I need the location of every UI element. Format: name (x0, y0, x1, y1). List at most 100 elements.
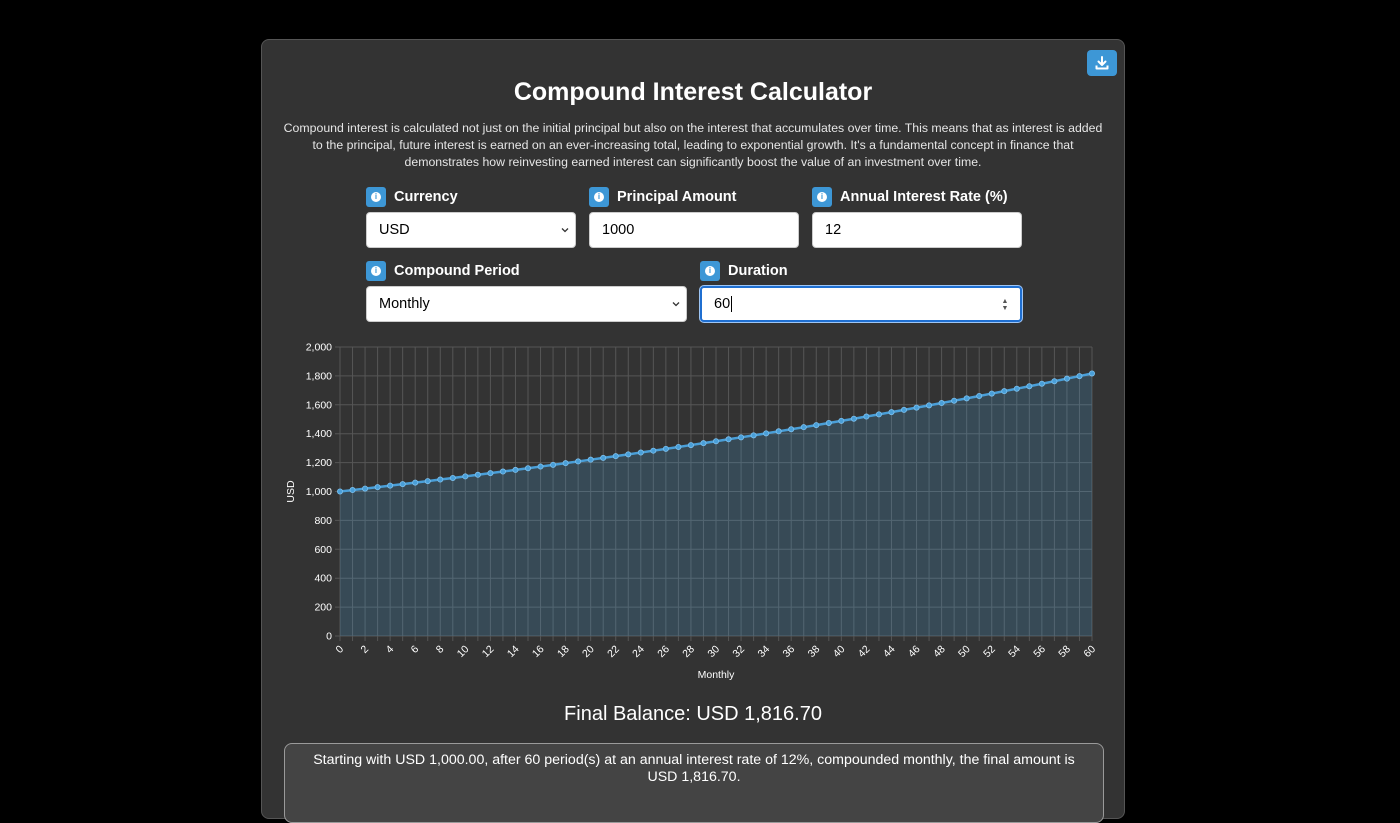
data-point (888, 409, 895, 416)
data-point (838, 417, 845, 424)
x-tick-label: 32 (730, 643, 747, 660)
data-point (412, 479, 419, 486)
y-tick-label: 1,200 (306, 457, 332, 469)
data-point (738, 434, 745, 441)
data-point (700, 440, 707, 447)
x-tick-label: 4 (384, 643, 397, 656)
data-point (1001, 388, 1008, 395)
data-point (462, 473, 469, 480)
summary-box: Starting with USD 1,000.00, after 60 per… (284, 743, 1104, 823)
data-point (976, 392, 983, 399)
data-point (637, 449, 644, 456)
final-balance: Final Balance: USD 1,816.70 (564, 703, 822, 725)
data-point (712, 438, 719, 445)
x-tick-label: 20 (580, 643, 597, 660)
download-icon (1095, 56, 1109, 70)
data-point (550, 461, 557, 468)
data-point (387, 482, 394, 489)
y-tick-label: 0 (326, 631, 332, 643)
data-point (813, 422, 820, 429)
principal-field: i Principal Amount 1000 (589, 187, 799, 248)
summary-text: Starting with USD 1,000.00, after 60 per… (313, 752, 1075, 785)
data-point (587, 456, 594, 463)
y-tick-label: 1,800 (306, 370, 332, 382)
spinner-down-icon[interactable]: ▼ (1001, 305, 1009, 312)
data-point (675, 443, 682, 450)
x-tick-label: 44 (881, 643, 898, 660)
x-tick-label: 54 (1006, 643, 1023, 660)
x-tick-label: 2 (359, 643, 372, 656)
x-tick-label: 12 (480, 643, 497, 660)
principal-value: 1000 (602, 222, 635, 238)
data-point (562, 460, 569, 467)
data-point (901, 406, 908, 413)
download-button[interactable] (1087, 50, 1117, 76)
y-tick-label: 200 (314, 602, 332, 614)
x-tick-label: 38 (806, 643, 823, 660)
balance-chart: 0 200 400 600 800 1,000 1,200 1,400 1,600 1,800 2,… (282, 340, 1104, 690)
x-tick-label: 50 (956, 643, 973, 660)
x-tick-label: 28 (680, 643, 697, 660)
y-tick-label: 2,000 (306, 342, 332, 354)
x-tick-label: 22 (605, 643, 622, 660)
data-point (1051, 378, 1058, 385)
currency-field: i Currency USD (366, 187, 576, 248)
data-point (600, 454, 607, 461)
data-point (988, 390, 995, 397)
x-tick-label: 14 (505, 643, 522, 660)
data-point (825, 419, 832, 426)
series-area-fill (340, 373, 1092, 636)
x-tick-label: 52 (981, 643, 998, 660)
rate-field: i Annual Interest Rate (%) 12 (812, 187, 1022, 248)
data-point (775, 428, 782, 435)
y-tick-label: 1,600 (306, 399, 332, 411)
duration-label: Duration (728, 263, 788, 279)
rate-value: 12 (825, 222, 842, 238)
data-point (337, 488, 344, 495)
x-tick-label: 10 (455, 643, 472, 660)
y-tick-label: 1,000 (306, 486, 332, 498)
data-point (374, 484, 381, 491)
data-point (926, 402, 933, 409)
number-spinner[interactable]: ▲ ▼ (1000, 297, 1010, 313)
data-point (687, 442, 694, 449)
period-select[interactable]: Monthly (366, 286, 687, 322)
data-point (763, 430, 770, 437)
y-tick-label: 1,400 (306, 428, 332, 440)
info-icon[interactable]: i (812, 187, 832, 207)
x-tick-label: 0 (334, 643, 347, 656)
data-point (1063, 375, 1070, 382)
x-tick-label: 60 (1081, 643, 1098, 660)
data-point (437, 476, 444, 483)
data-point (512, 466, 519, 473)
x-tick-label: 56 (1031, 643, 1048, 660)
x-tick-label: 58 (1056, 643, 1073, 660)
data-point (788, 426, 795, 433)
info-icon[interactable]: i (366, 187, 386, 207)
data-point (913, 404, 920, 411)
period-label: Compound Period (394, 263, 520, 279)
data-point (1089, 370, 1096, 377)
spinner-up-icon[interactable]: ▲ (1001, 298, 1009, 305)
data-point (963, 395, 970, 402)
data-point (349, 487, 356, 494)
data-point (1013, 385, 1020, 392)
info-icon[interactable]: i (700, 261, 720, 281)
currency-select[interactable]: USD (366, 212, 576, 248)
info-icon[interactable]: i (589, 187, 609, 207)
principal-input[interactable]: 1000 (589, 212, 799, 248)
data-point (575, 458, 582, 465)
data-point (1038, 380, 1045, 387)
data-point (499, 468, 506, 475)
duration-input[interactable]: 60 ▲ ▼ (700, 286, 1022, 322)
data-point (750, 432, 757, 439)
data-point (399, 481, 406, 488)
chevron-down-icon (672, 302, 680, 307)
chart-grid (335, 346, 1093, 641)
info-icon[interactable]: i (366, 261, 386, 281)
data-point (524, 465, 531, 472)
x-tick-label: 40 (831, 643, 848, 660)
rate-input[interactable]: 12 (812, 212, 1022, 248)
y-tick-label: 400 (314, 573, 332, 585)
y-axis-title: USD (285, 480, 297, 503)
